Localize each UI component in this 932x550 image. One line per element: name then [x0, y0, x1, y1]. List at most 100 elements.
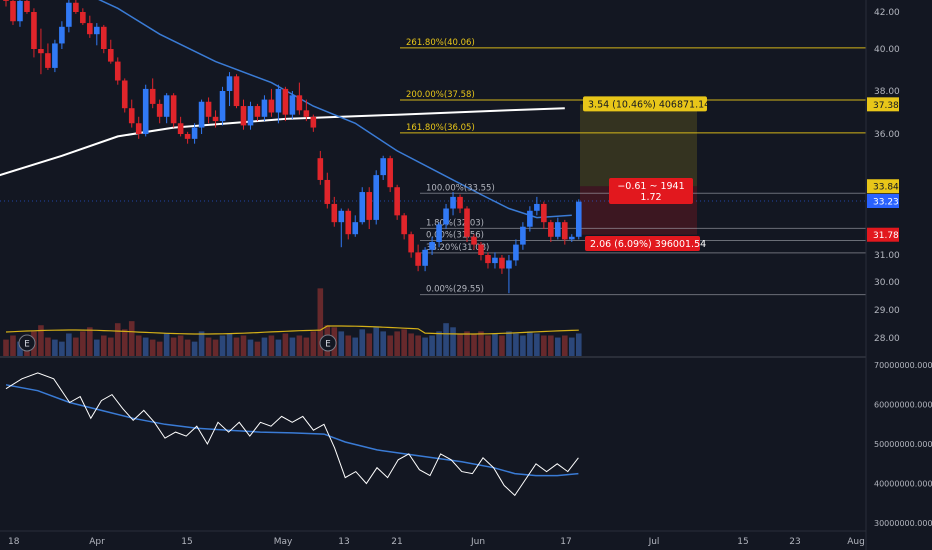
- volume-bar: [254, 341, 261, 356]
- indicator-tick-label: 60000000.0000: [874, 401, 932, 410]
- earnings-marker: [319, 334, 337, 352]
- candle-body: [534, 203, 540, 211]
- volume-bar: [240, 335, 247, 356]
- volume-bar: [10, 335, 16, 356]
- volume-bar: [555, 337, 561, 356]
- volume-bar: [568, 337, 575, 356]
- volume-bar: [401, 329, 407, 356]
- volume-bar: [296, 335, 303, 356]
- candle-body: [66, 2, 72, 27]
- fib-level-label: 100.00%(33.55): [426, 183, 495, 193]
- position-tool[interactable]: [580, 104, 697, 235]
- volume-bar: [142, 337, 149, 356]
- volume-bar: [485, 335, 491, 356]
- price-tick-label: 40.00: [874, 45, 900, 55]
- volume-bar: [359, 329, 366, 356]
- volume-bar: [135, 335, 142, 356]
- entry-label-line2: 1.72: [640, 192, 661, 203]
- candle-body: [80, 12, 86, 24]
- candle-body: [331, 203, 338, 223]
- volume-bar: [394, 331, 400, 356]
- candle-body: [471, 236, 477, 245]
- volume-bar: [443, 323, 449, 356]
- indicator-tick-label: 50000000.0000: [874, 440, 932, 449]
- candle-body: [282, 88, 289, 115]
- candle-body: [499, 257, 505, 269]
- candle-body: [52, 43, 58, 68]
- candle-body: [3, 0, 9, 1]
- volume-bar: [436, 331, 442, 356]
- candle-body: [352, 222, 359, 235]
- entry-label-box: [609, 178, 693, 204]
- candle-body: [541, 203, 547, 223]
- time-axis[interactable]: 18 Apr 15 May 13 21 Jun 17 Jul 15 23 Aug: [8, 537, 865, 547]
- candle-body: [24, 0, 30, 13]
- volume-bar: [80, 331, 86, 356]
- volume-bar: [457, 333, 463, 356]
- candle-body: [422, 249, 428, 266]
- candle-body: [114, 61, 121, 81]
- candle-body: [338, 210, 345, 223]
- candle-body: [100, 26, 107, 49]
- price-pane[interactable]: [0, 0, 866, 356]
- volume-bar: [345, 335, 352, 356]
- candle-body: [478, 244, 484, 255]
- candle-body: [359, 192, 366, 223]
- volume-bar: [73, 337, 79, 356]
- candle-body: [401, 215, 407, 235]
- candle-body: [177, 123, 184, 134]
- candle-body: [303, 110, 310, 117]
- candle-body: [436, 224, 442, 242]
- volume-bar: [219, 335, 226, 356]
- candle-body: [324, 179, 331, 204]
- candle-body: [568, 236, 575, 240]
- candle-body: [38, 49, 44, 54]
- volume-bar: [464, 331, 470, 356]
- candle-body: [310, 116, 317, 128]
- volume-bar: [471, 333, 477, 356]
- earnings-marker-label: E: [24, 340, 30, 350]
- volume-bar: [87, 327, 93, 356]
- volume-bar: [121, 329, 128, 356]
- volume-bar: [492, 333, 498, 356]
- stop-label: 2.06 (6.09%) 396001.54: [590, 239, 706, 250]
- volume-bar: [184, 339, 191, 356]
- fib-level-label: 0.00%(29.55): [426, 285, 484, 295]
- candle-body: [317, 158, 324, 180]
- volume-bar: [373, 327, 380, 356]
- volume-bar: [541, 335, 547, 356]
- candle-body: [240, 106, 247, 126]
- candle-body: [191, 127, 198, 139]
- volume-bar: [562, 335, 568, 356]
- candle-body: [163, 95, 170, 117]
- earnings-marker-label: E: [325, 340, 331, 350]
- time-tick-label: 21: [391, 537, 402, 547]
- candle-body: [492, 257, 498, 264]
- price-axis[interactable]: 42.00 40.00 38.00 36.00 31.00 30.00 29.00 28.00: [874, 8, 900, 344]
- volume-bar: [163, 333, 170, 356]
- price-tick-label: 29.00: [874, 306, 900, 316]
- candle-body: [506, 260, 512, 269]
- indicator-axis[interactable]: 70000000.0000 60000000.0000 50000000.0000 4…: [874, 361, 932, 528]
- volume-bar: [107, 337, 114, 356]
- time-tick-label: Jun: [470, 537, 485, 547]
- candle-body: [170, 95, 177, 124]
- candle-body: [219, 91, 226, 122]
- volume-bar: [338, 331, 345, 356]
- candle-body: [17, 0, 23, 22]
- volume-bar: [261, 337, 268, 356]
- volume-bar: [506, 331, 512, 356]
- price-tick-label: 30.00: [874, 278, 900, 288]
- volume-bar: [282, 333, 289, 356]
- candle-body: [408, 234, 414, 253]
- candle-body: [59, 26, 65, 44]
- candle-body: [212, 116, 219, 122]
- candle-body: [520, 226, 526, 245]
- volume-ma-line: [5, 325, 579, 335]
- candle-body: [233, 76, 240, 107]
- candle-body: [184, 134, 191, 139]
- volume-bar: [387, 335, 393, 356]
